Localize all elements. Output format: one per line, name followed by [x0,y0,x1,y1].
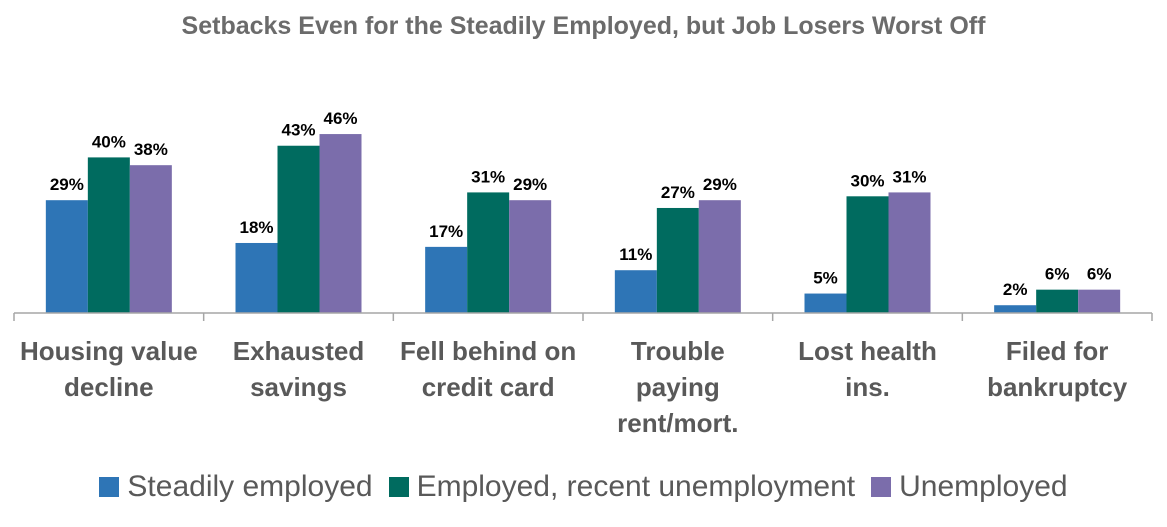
bar-chart: 29% 40% 38% 18% 43% 46% 17% 31% 29% 11% 27% 29% 5% 30… [13,109,1153,438]
bar [87,157,130,313]
category-label: ins. [845,372,890,402]
bar [425,246,468,313]
data-label: 29% [513,175,547,194]
data-label: 27% [661,183,695,202]
legend-item-steadily-employed: Steadily employed [99,470,373,504]
bar [846,196,889,313]
data-label: 30% [850,171,884,190]
data-label: 29% [50,175,84,194]
chart-title: Setbacks Even for the Steadily Employed,… [181,12,986,40]
bars-group [45,134,1121,313]
data-label: 31% [471,167,505,186]
data-label: 5% [813,269,838,288]
bar [45,200,88,313]
data-label: 40% [92,132,126,151]
legend-swatch [388,477,409,497]
bar [319,134,362,313]
data-label: 17% [429,222,463,241]
bar [235,242,278,313]
bar [129,165,172,313]
data-label: 2% [1003,280,1028,299]
category-label: bankruptcy [987,372,1128,402]
category-label: decline [64,372,154,402]
category-label: paying [636,372,720,402]
data-label: 38% [134,140,168,159]
data-label: 18% [239,218,273,237]
bar [698,200,741,313]
bar [804,293,847,313]
legend-item-unemployed: Unemployed [871,470,1068,504]
bar [277,145,320,313]
bar [467,192,510,313]
legend-item-employed-recent-unemployment: Employed, recent unemployment [388,470,856,504]
legend-swatch [871,477,892,497]
category-label: rent/mort. [617,408,738,438]
legend-label: Steadily employed [127,470,373,503]
value-labels-group: 29% 40% 38% 18% 43% 46% 17% 31% 29% 11% 27% 29% 5% 30… [50,109,1112,299]
category-label: Exhausted [233,336,365,366]
data-label: 43% [281,121,315,140]
category-label: Filed for [1006,336,1109,366]
bar [1078,289,1121,313]
bar [888,192,931,313]
data-label: 11% [619,245,652,264]
category-label: credit card [422,372,555,402]
legend: Steadily employed Employed, recent unemp… [0,470,1167,504]
data-label: 6% [1087,265,1112,284]
bar [656,207,699,313]
legend-label: Unemployed [899,470,1068,503]
data-label: 29% [703,175,737,194]
category-label: savings [250,372,347,402]
data-label: 31% [892,167,926,186]
legend-swatch [99,477,120,497]
category-labels-group: Housing value decline Exhausted savings Fell… [20,336,1128,438]
category-label: Fell behind on [400,336,576,366]
bar [994,305,1037,313]
x-axis [13,312,1153,321]
legend-label: Employed, recent unemployment [416,470,856,503]
category-label: Trouble [631,336,725,366]
category-label: Lost health [798,336,937,366]
bar [1036,289,1079,313]
bar [509,200,552,313]
category-label: Housing value [20,336,198,366]
data-label: 46% [323,109,357,128]
data-label: 6% [1045,265,1070,284]
bar [614,270,657,313]
